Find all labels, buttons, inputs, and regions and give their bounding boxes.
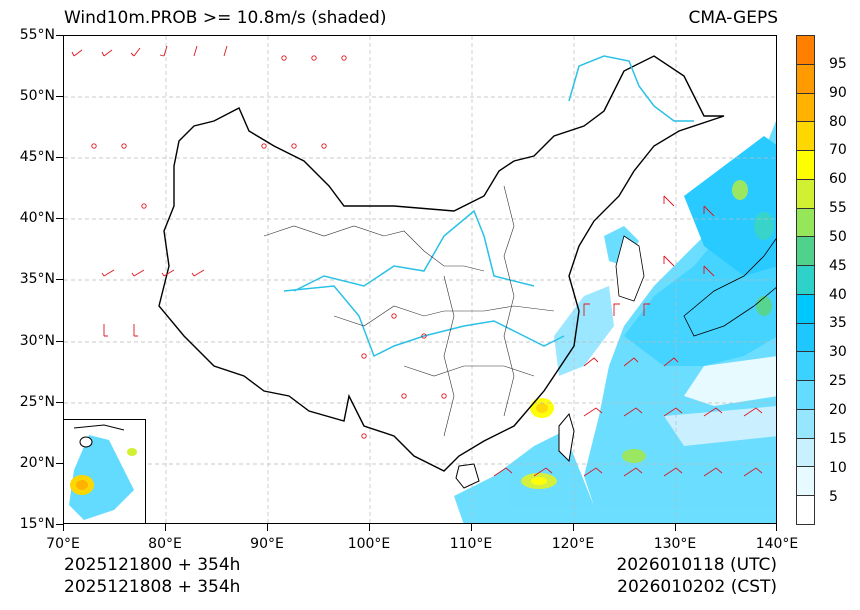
colorbar-segment [797, 208, 814, 238]
y-tick-mark [56, 463, 63, 464]
y-tick-mark [56, 341, 63, 342]
x-tick-mark [471, 524, 472, 531]
colorbar-segment [797, 438, 814, 468]
colorbar-label: 95 [829, 56, 847, 72]
yellow-river [293, 209, 535, 292]
x-tick-140e: 140°E [755, 536, 799, 552]
valid-time-utc: 2026010118 (UTC) [616, 555, 777, 575]
colorbar-label: 15 [829, 431, 847, 447]
colorbar-segment [797, 294, 814, 324]
y-tick-45n: 45°N [19, 149, 55, 165]
y-tick-55n: 55°N [19, 27, 55, 43]
gridlines [64, 36, 776, 523]
colorbar-segment [797, 151, 814, 180]
colorbar-label: 5 [829, 489, 838, 505]
y-tick-mark [56, 524, 63, 525]
y-tick-mark [56, 96, 63, 97]
colorbar-segment [797, 93, 814, 123]
colorbar-segment [797, 409, 814, 439]
model-name: CMA-GEPS [688, 8, 778, 28]
colorbar [796, 35, 815, 525]
colorbar-label: 20 [829, 402, 847, 418]
y-tick-30n: 30°N [19, 333, 55, 349]
colorbar-segment [797, 179, 814, 209]
colorbar-segment [797, 64, 814, 94]
colorbar-label: 55 [829, 200, 847, 216]
colorbar-label: 60 [829, 171, 847, 187]
colorbar-label: 80 [829, 114, 847, 130]
valid-time-cst: 2026010202 (CST) [617, 577, 777, 597]
colorbar-segment [797, 237, 814, 267]
x-tick-70e: 70°E [46, 536, 80, 552]
x-tick-110e: 110°E [449, 536, 493, 552]
colorbar-label: 25 [829, 373, 847, 389]
probability-shading [454, 121, 776, 523]
colorbar-label: 70 [829, 142, 847, 158]
yangtze-river [283, 285, 565, 358]
colorbar-segment [797, 36, 814, 65]
x-tick-mark [573, 524, 574, 531]
colorbar-segment [797, 266, 814, 295]
init-time-utc: 2025121800 + 354h [64, 555, 241, 575]
y-tick-mark [56, 157, 63, 158]
colorbar-segment [797, 122, 814, 152]
hainan [455, 463, 480, 489]
chart-title: Wind10m.PROB >= 10.8m/s (shaded) [64, 8, 387, 28]
amur-river [568, 55, 694, 122]
x-tick-80e: 80°E [148, 536, 182, 552]
y-tick-50n: 50°N [19, 88, 55, 104]
x-tick-mark [776, 524, 777, 531]
colorbar-segment [797, 381, 814, 410]
colorbar-label: 30 [829, 344, 847, 360]
y-tick-mark [56, 402, 63, 403]
x-tick-mark [369, 524, 370, 531]
x-tick-90e: 90°E [250, 536, 284, 552]
x-tick-120e: 120°E [551, 536, 595, 552]
korean-peninsula [615, 235, 645, 302]
colorbar-segment [797, 323, 814, 353]
colorbar-segment [797, 352, 814, 382]
y-tick-20n: 20°N [19, 455, 55, 471]
colorbar-label: 45 [829, 258, 847, 274]
y-tick-mark [56, 35, 63, 36]
colorbar-label: 90 [829, 85, 847, 101]
x-tick-130e: 130°E [653, 536, 697, 552]
colorbar-segment [797, 496, 814, 525]
map-canvas [64, 36, 776, 523]
taiwan [558, 412, 575, 463]
y-tick-25n: 25°N [19, 394, 55, 410]
colorbar-label: 50 [829, 229, 847, 245]
x-tick-mark [267, 524, 268, 531]
japan [683, 238, 776, 337]
south-china-sea-inset [64, 419, 146, 523]
x-tick-mark [63, 524, 64, 531]
init-time-cst: 2025121808 + 354h [64, 577, 241, 597]
province-borders [263, 185, 555, 437]
x-tick-100e: 100°E [347, 536, 391, 552]
y-tick-35n: 35°N [19, 271, 55, 287]
country-border [158, 55, 725, 472]
y-tick-15n: 15°N [19, 516, 55, 532]
colorbar-label: 10 [829, 460, 847, 476]
y-tick-mark [56, 279, 63, 280]
x-tick-mark [165, 524, 166, 531]
y-tick-mark [56, 218, 63, 219]
colorbar-segment [797, 467, 814, 497]
y-tick-40n: 40°N [19, 210, 55, 226]
wind-barbs [71, 45, 763, 477]
map-plot-area [63, 35, 777, 524]
colorbar-label: 35 [829, 315, 847, 331]
colorbar-label: 40 [829, 287, 847, 303]
x-tick-mark [675, 524, 676, 531]
